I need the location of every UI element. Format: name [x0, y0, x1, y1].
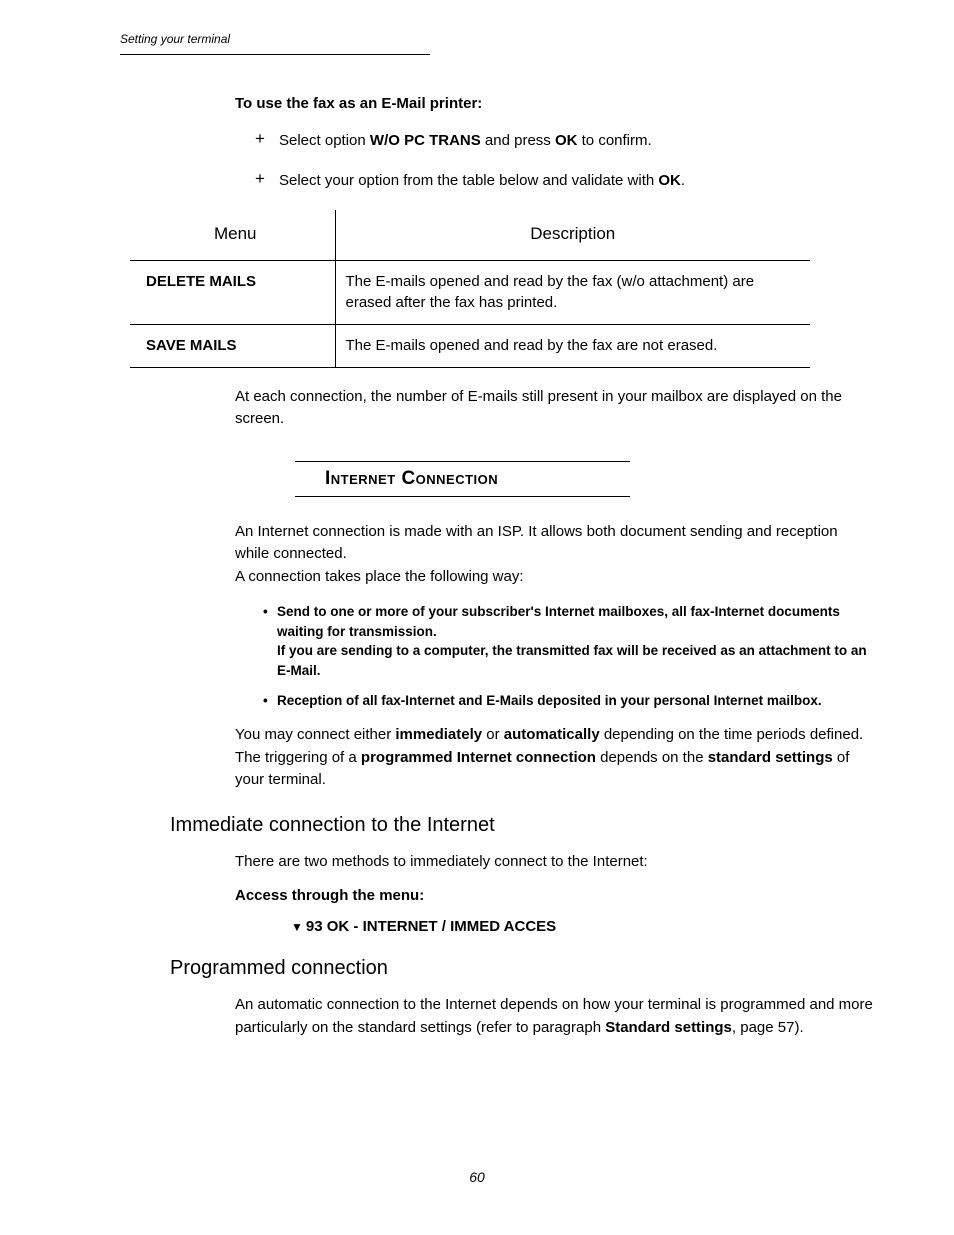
step-text: Select your option from the table below …	[279, 170, 874, 192]
step-text: Select option W/O PC TRANS and press OK …	[279, 130, 874, 152]
bullet-text: Send to one or more of your subscriber's…	[277, 602, 874, 680]
options-table: Menu Description DELETE MAILS The E-mail…	[130, 210, 810, 368]
bullet-item: • Reception of all fax-Internet and E-Ma…	[263, 691, 874, 711]
desc-cell: The E-mails opened and read by the fax a…	[335, 325, 810, 368]
section-para-1: An Internet connection is made with an I…	[235, 521, 874, 589]
step-list: + Select option W/O PC TRANS and press O…	[255, 130, 874, 192]
sub1-para: There are two methods to immediately con…	[235, 851, 874, 874]
bullet-item: • Send to one or more of your subscriber…	[263, 602, 874, 680]
table-row: SAVE MAILS The E-mails opened and read b…	[130, 325, 810, 368]
menu-cell: SAVE MAILS	[130, 325, 335, 368]
step-item: + Select option W/O PC TRANS and press O…	[255, 130, 874, 152]
desc-cell: The E-mails opened and read by the fax (…	[335, 260, 810, 325]
bullet-icon: •	[263, 691, 277, 711]
caret-down-icon: ▼	[291, 920, 303, 934]
sub2-block: An automatic connection to the Internet …	[235, 994, 874, 1039]
subsection-heading-programmed: Programmed connection	[170, 957, 874, 980]
col-menu-header: Menu	[130, 210, 335, 261]
bullet-list: • Send to one or more of your subscriber…	[263, 602, 874, 710]
table-row: DELETE MAILS The E-mails opened and read…	[130, 260, 810, 325]
section-para-2: You may connect either immediately or au…	[235, 724, 874, 792]
step-marker-icon: +	[255, 170, 279, 192]
section-heading: Internet Connection	[325, 462, 874, 496]
table-header-row: Menu Description	[130, 210, 810, 261]
after-table-para: At each connection, the number of E-mail…	[235, 386, 874, 431]
step-item: + Select your option from the table belo…	[255, 170, 874, 192]
after-table-block: At each connection, the number of E-mail…	[235, 386, 874, 792]
header-title: Setting your terminal	[120, 32, 230, 46]
menu-cell: DELETE MAILS	[130, 260, 335, 325]
menu-path: ▼93 OK - INTERNET / IMMED ACCES	[291, 918, 874, 935]
rule-bottom	[295, 496, 630, 497]
step-marker-icon: +	[255, 130, 279, 152]
sub2-para: An automatic connection to the Internet …	[235, 994, 874, 1039]
col-desc-header: Description	[335, 210, 810, 261]
page-number: 60	[0, 1169, 954, 1185]
sub1-block: There are two methods to immediately con…	[235, 851, 874, 936]
access-menu-label: Access through the menu:	[235, 887, 874, 904]
bullet-text: Reception of all fax-Internet and E-Mail…	[277, 691, 822, 711]
section-heading-wrap: Internet Connection	[295, 461, 874, 497]
intro-block: To use the fax as an E-Mail printer: + S…	[235, 95, 874, 192]
page-header: Setting your terminal	[120, 30, 430, 55]
intro-heading: To use the fax as an E-Mail printer:	[235, 95, 874, 112]
bullet-icon: •	[263, 602, 277, 680]
subsection-heading-immediate: Immediate connection to the Internet	[170, 814, 874, 837]
